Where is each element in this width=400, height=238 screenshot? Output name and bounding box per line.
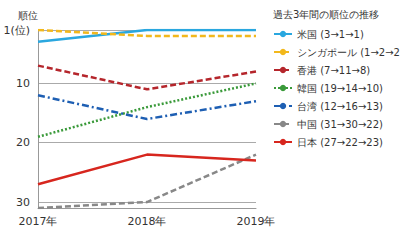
svg-text:2019年: 2019年 — [237, 215, 276, 228]
svg-text:順位: 順位 — [18, 10, 38, 21]
svg-text:日本 (27→22→23): 日本 (27→22→23) — [297, 137, 383, 148]
svg-text:2018年: 2018年 — [128, 215, 167, 228]
svg-text:2017年: 2017年 — [19, 215, 58, 228]
svg-text:韓国 (19→14→10): 韓国 (19→14→10) — [297, 83, 383, 94]
svg-text:中国 (31→30→22): 中国 (31→30→22) — [297, 119, 383, 130]
svg-text:シンガポール (1→2→2): シンガポール (1→2→2) — [297, 47, 400, 58]
svg-text:香港 (7→11→8): 香港 (7→11→8) — [297, 65, 370, 76]
svg-text:過去3年間の順位の推移: 過去3年間の順位の推移 — [273, 9, 379, 20]
svg-text:1(位): 1(位) — [3, 24, 30, 37]
svg-text:米国 (3→1→1): 米国 (3→1→1) — [297, 29, 364, 40]
svg-text:30: 30 — [16, 196, 30, 209]
svg-text:10: 10 — [16, 77, 30, 90]
svg-text:20: 20 — [16, 136, 30, 149]
svg-text:台湾 (12→16→13): 台湾 (12→16→13) — [297, 101, 383, 112]
